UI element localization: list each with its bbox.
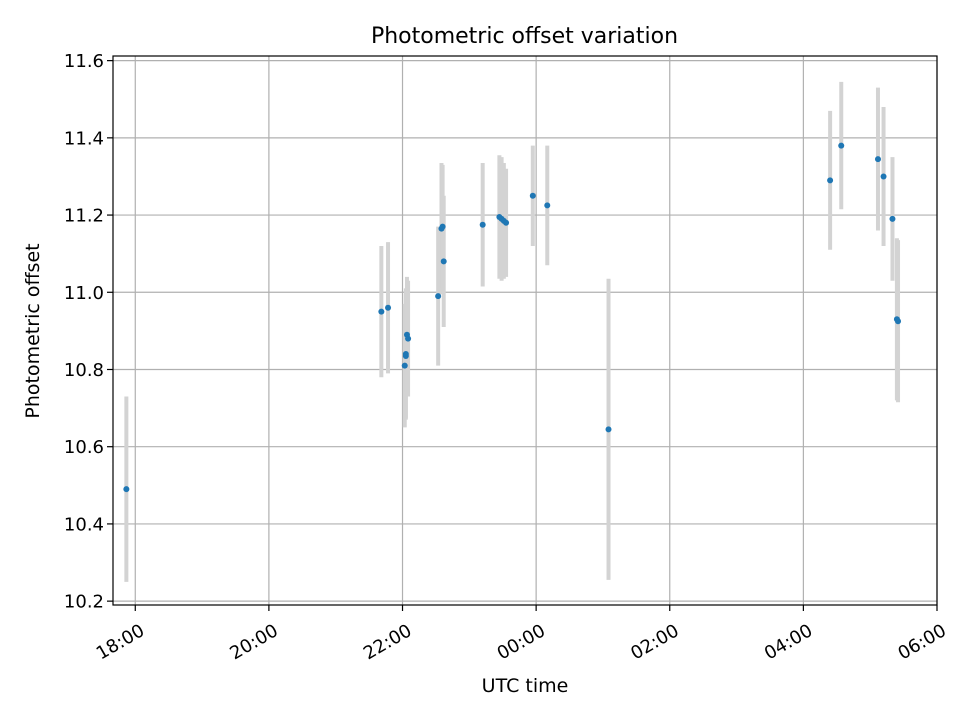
data-point xyxy=(439,223,446,230)
y-axis-ticks: 10.2 10.4 10.6 10.8 11.0 11.2 11.4 11.6 xyxy=(64,51,113,613)
grid xyxy=(113,56,938,605)
data-point xyxy=(880,173,887,180)
data-point xyxy=(123,486,130,493)
data-point xyxy=(435,293,442,300)
data-point xyxy=(838,142,845,149)
data-point xyxy=(544,202,551,209)
data-point xyxy=(529,192,536,199)
y-tick-label: 10.6 xyxy=(64,437,104,458)
y-tick-label: 10.4 xyxy=(64,514,104,535)
data-point xyxy=(405,335,412,342)
y-tick-label: 11.0 xyxy=(64,283,104,304)
data-point xyxy=(889,215,896,222)
data-points xyxy=(123,142,902,493)
y-tick-label: 11.6 xyxy=(64,51,104,72)
data-point xyxy=(401,362,408,369)
data-point xyxy=(895,318,902,325)
y-tick-label: 11.2 xyxy=(64,206,104,227)
data-point xyxy=(874,156,881,163)
data-point xyxy=(385,304,392,311)
data-point xyxy=(605,426,612,433)
y-axis-label: Photometric offset xyxy=(22,243,44,418)
data-point xyxy=(440,258,447,265)
y-tick-label: 11.4 xyxy=(64,128,104,149)
data-point xyxy=(827,177,834,184)
data-point xyxy=(402,351,409,358)
data-point xyxy=(479,221,486,228)
chart-title: Photometric offset variation xyxy=(371,24,678,49)
data-point xyxy=(378,308,385,315)
x-axis-label: UTC time xyxy=(482,675,569,697)
plot-area-frame xyxy=(112,55,938,606)
y-tick-label: 10.8 xyxy=(64,360,104,381)
data-point xyxy=(503,219,510,226)
y-tick-label: 10.2 xyxy=(64,592,104,613)
